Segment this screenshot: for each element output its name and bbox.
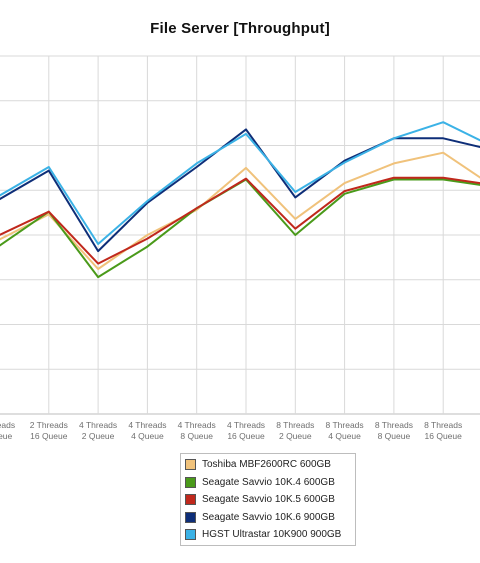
legend-swatch [185, 529, 196, 541]
legend-label: Seagate Savvio 10K.5 600GB [202, 494, 335, 506]
x-tick-label: 4 Threads 8 Queue [178, 420, 216, 441]
x-tick-label: 8 Threads 8 Queue [375, 420, 413, 441]
legend-label: HGST Ultrastar 10K900 900GB [202, 529, 342, 541]
legend-label: Seagate Savvio 10K.6 900GB [202, 511, 335, 523]
legend-swatch [185, 511, 196, 523]
series-line-4 [0, 128, 480, 253]
legend-item: Seagate Savvio 10K.6 900GB [185, 509, 351, 527]
series-line-5 [0, 121, 480, 245]
series-line-2 [0, 178, 480, 279]
legend-item: HGST Ultrastar 10K900 900GB [185, 526, 351, 544]
x-tick-label: 8 Threads 4 Queue [326, 420, 364, 441]
x-tick-label: ThreadsQueue [0, 420, 15, 441]
legend-label: Seagate Savvio 10K.4 600GB [202, 476, 335, 488]
x-tick-label: 4 Threads 2 Queue [79, 420, 117, 441]
x-tick-label: 2 Threads 16 Queue [30, 420, 68, 441]
chart-title: File Server [Throughput] [150, 20, 330, 37]
legend-item: Seagate Savvio 10K.5 600GB [185, 491, 351, 509]
x-tick-label: 8 Threads 2 Queue [276, 420, 314, 441]
series-lines [0, 121, 480, 279]
x-tick-label: 4 Threads 16 Queue [227, 420, 265, 441]
legend-item: Toshiba MBF2600RC 600GB [185, 456, 351, 474]
x-tick-label: 8 Threads 16 Queue [424, 420, 462, 441]
legend-swatch [185, 459, 196, 471]
series-line-1 [0, 151, 480, 270]
series-line-3 [0, 176, 480, 265]
legend: Toshiba MBF2600RC 600GB Seagate Savvio 10… [180, 453, 356, 546]
x-tick-label: 4 Threads 4 Queue [128, 420, 166, 441]
legend-label: Toshiba MBF2600RC 600GB [202, 459, 331, 471]
grid [0, 55, 480, 415]
legend-swatch [185, 494, 196, 506]
legend-swatch [185, 476, 196, 488]
legend-item: Seagate Savvio 10K.4 600GB [185, 474, 351, 492]
